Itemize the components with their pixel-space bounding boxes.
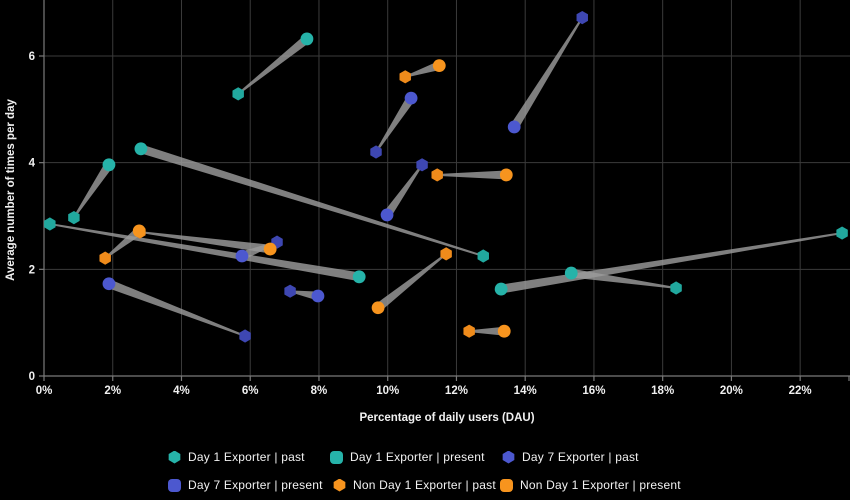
present-marker[interactable] <box>352 270 366 284</box>
legend-item-day7-past[interactable]: Day 7 Exporter | past <box>502 450 639 464</box>
y-tick-label: 2 <box>29 264 35 276</box>
past-marker[interactable] <box>463 324 475 338</box>
legend-item-day1-past[interactable]: Day 1 Exporter | past <box>168 450 305 464</box>
legend-label: Day 7 Exporter | past <box>522 450 639 464</box>
change-band <box>469 326 505 336</box>
hexagon-marker-icon <box>168 450 181 464</box>
present-marker[interactable] <box>132 224 146 238</box>
present-marker[interactable] <box>564 266 578 280</box>
present-marker[interactable] <box>404 91 418 105</box>
change-band <box>237 35 310 95</box>
legend-item-nonday1-past[interactable]: Non Day 1 Exporter | past <box>333 478 496 492</box>
change-band <box>107 279 246 337</box>
present-marker[interactable] <box>235 249 249 263</box>
change-band <box>73 162 113 219</box>
present-marker[interactable] <box>507 120 521 134</box>
x-tick-label: 14% <box>514 385 537 397</box>
past-marker[interactable] <box>232 87 244 101</box>
past-marker[interactable] <box>431 168 443 182</box>
past-marker[interactable] <box>670 281 682 295</box>
x-tick-label: 12% <box>445 385 468 397</box>
x-axis-title: Percentage of daily users (DAU) <box>359 412 534 424</box>
legend-item-nonday1-present[interactable]: Non Day 1 Exporter | present <box>500 478 681 492</box>
hexagon-marker-icon <box>502 450 515 464</box>
change-band <box>375 95 415 153</box>
x-tick-label: 10% <box>376 385 399 397</box>
x-tick-label: 20% <box>720 385 743 397</box>
legend-label: Non Day 1 Exporter | past <box>353 478 496 492</box>
present-marker[interactable] <box>371 301 385 315</box>
change-band <box>375 253 447 312</box>
change-band <box>289 290 319 301</box>
y-tick-label: 0 <box>29 371 35 383</box>
hexagon-marker-icon <box>333 478 346 492</box>
present-marker[interactable] <box>102 277 116 291</box>
y-axis-title: Average number of times per day <box>5 99 17 281</box>
change-band <box>49 223 360 282</box>
change-band <box>139 144 484 257</box>
x-tick-label: 2% <box>104 385 121 397</box>
x-tick-label: 8% <box>311 385 328 397</box>
present-marker[interactable] <box>380 208 394 222</box>
present-marker[interactable] <box>432 59 446 72</box>
x-tick-label: 6% <box>242 385 259 397</box>
past-marker[interactable] <box>239 329 251 343</box>
x-tick-label: 0% <box>36 385 53 397</box>
change-band <box>404 61 441 78</box>
present-marker[interactable] <box>134 142 148 156</box>
legend-item-day1-present[interactable]: Day 1 Exporter | present <box>330 450 485 464</box>
legend-label: Day 7 Exporter | present <box>188 478 323 492</box>
past-marker[interactable] <box>284 284 296 298</box>
present-marker[interactable] <box>263 242 277 256</box>
past-marker[interactable] <box>477 249 489 263</box>
x-tick-label: 16% <box>582 385 605 397</box>
present-marker[interactable] <box>300 32 314 46</box>
past-marker[interactable] <box>836 226 848 240</box>
plot-area: 0% 2% 4% 6% 8% 10% 12% 14% 16% 18% 20% 22% 0 2 4 6 Perce… <box>5 0 850 424</box>
y-tick-label: 6 <box>29 51 35 63</box>
x-tick-label: 4% <box>173 385 190 397</box>
change-band <box>139 231 271 254</box>
square-marker-icon <box>500 478 513 492</box>
past-marker[interactable] <box>399 70 411 84</box>
change-band <box>104 227 142 259</box>
past-marker[interactable] <box>68 211 80 225</box>
change-band <box>510 17 584 130</box>
past-marker[interactable] <box>44 217 56 231</box>
past-marker[interactable] <box>99 251 111 265</box>
y-tick-label: 4 <box>29 158 36 170</box>
change-band <box>570 268 677 289</box>
square-marker-icon <box>168 478 181 492</box>
x-tick-label: 22% <box>789 385 812 397</box>
square-marker-icon <box>330 450 343 464</box>
past-marker[interactable] <box>440 247 452 261</box>
past-marker[interactable] <box>576 11 588 25</box>
present-marker[interactable] <box>311 289 325 303</box>
legend-label: Non Day 1 Exporter | present <box>520 478 681 492</box>
present-marker[interactable] <box>102 158 116 172</box>
legend-item-day7-present[interactable]: Day 7 Exporter | present <box>168 478 323 492</box>
present-marker[interactable] <box>497 324 511 338</box>
present-marker[interactable] <box>494 282 508 296</box>
change-band <box>437 170 507 180</box>
change-band <box>383 164 423 218</box>
present-marker[interactable] <box>499 168 513 182</box>
past-marker[interactable] <box>416 158 428 172</box>
x-tick-label: 18% <box>651 385 674 397</box>
legend-label: Day 1 Exporter | present <box>350 450 485 464</box>
legend-label: Day 1 Exporter | past <box>188 450 305 464</box>
past-marker[interactable] <box>370 145 382 159</box>
